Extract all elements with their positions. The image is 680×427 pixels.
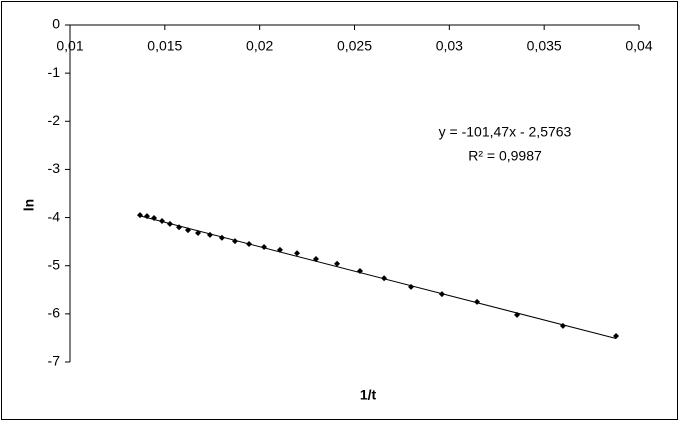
data-point (408, 283, 415, 290)
y-tick-label: -1 (48, 64, 61, 80)
data-point (184, 227, 191, 234)
y-tick-label: 0 (52, 16, 60, 32)
x-tick-label: 0,015 (147, 38, 182, 54)
data-point (206, 231, 213, 238)
x-tick-label: 0,04 (625, 38, 652, 54)
data-point (334, 260, 341, 267)
data-point (246, 241, 253, 248)
y-tick-label: -4 (48, 208, 61, 224)
x-tick-label: 0,035 (527, 38, 562, 54)
equation-label: y = -101,47x - 2,5763 (439, 124, 572, 140)
r-squared-label: R² = 0,9987 (468, 148, 542, 164)
y-tick-label: -2 (48, 112, 61, 128)
data-point (176, 224, 183, 231)
data-point (312, 255, 319, 262)
x-tick-label: 0,02 (246, 38, 273, 54)
y-tick-label: -7 (48, 353, 61, 369)
data-point (474, 298, 481, 305)
x-tick-label: 0,01 (56, 38, 83, 54)
data-point (261, 243, 268, 250)
y-tick-label: -3 (48, 160, 61, 176)
data-point (357, 268, 364, 275)
chart-frame (1, 1, 678, 420)
data-point (136, 212, 143, 219)
data-point (195, 229, 202, 236)
x-tick-label: 0,025 (337, 38, 372, 54)
y-tick-label: -6 (48, 305, 61, 321)
data-point (559, 322, 566, 329)
data-point (613, 333, 620, 340)
data-point (218, 234, 225, 241)
data-point (151, 215, 158, 222)
data-point (294, 250, 301, 257)
data-point (514, 311, 521, 318)
data-point (276, 246, 283, 253)
trendline (139, 215, 617, 340)
data-point (232, 238, 239, 245)
x-tick-label: 0,03 (436, 38, 463, 54)
y-tick-label: -5 (48, 256, 61, 272)
data-point (438, 291, 445, 298)
y-axis-title: ln (21, 199, 37, 211)
data-point (381, 275, 388, 282)
data-point (166, 220, 173, 227)
data-point (158, 217, 165, 224)
data-point (144, 213, 151, 220)
x-axis-title: 1/t (360, 387, 377, 403)
